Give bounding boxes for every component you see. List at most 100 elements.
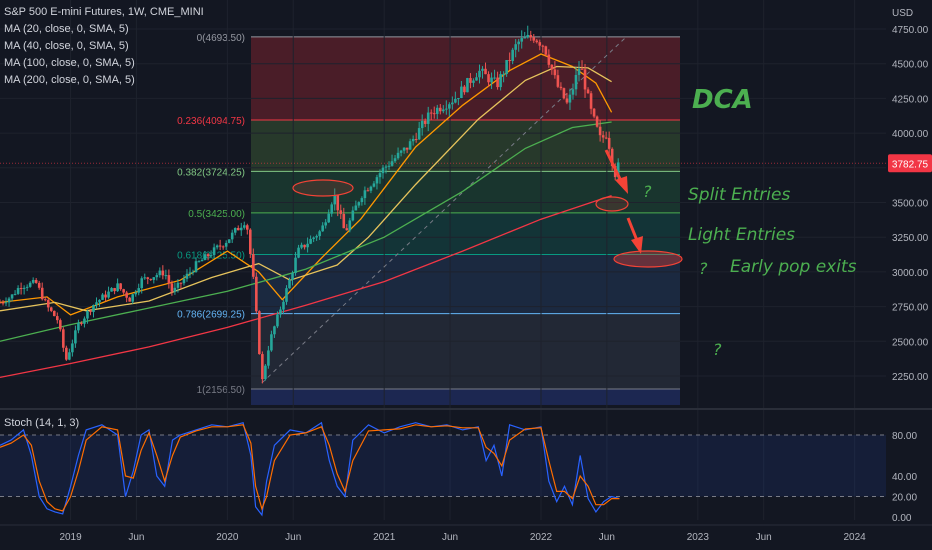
candle-body [122,289,125,293]
price-tick-label: 2750.00 [892,303,929,314]
candle-body [137,288,141,293]
fib-level-label: 0.382(3724.25) [177,167,245,178]
stoch-d-line [0,424,620,512]
candle-body [514,44,517,50]
candle-body [291,272,294,280]
grid [0,0,886,520]
candle-body [261,354,264,380]
candle-body [339,210,343,214]
candle-body [173,287,177,292]
candle-body [215,245,219,248]
candle-body [140,278,144,289]
candle-body [31,279,35,283]
candle-body [303,244,306,248]
candle-body [191,271,195,273]
candle-body [586,89,590,94]
candle-body [538,42,542,46]
time-tick-label: Jun [285,532,301,543]
candle-body [487,74,490,83]
time-tick-label: 2020 [216,532,239,543]
candle-body [448,104,451,109]
legend: S&P 500 E-mini Futures, 1W, CME_MINI MA … [4,4,204,89]
candle-body [354,205,358,211]
candle-body [360,198,364,203]
stochastic-pane: 80.00 40.00 20.00 0.00 [0,408,932,524]
time-axis: 2019 Jun 2020 Jun 2021 Jun 2022 Jun 2023 Jun 2024 [0,524,932,543]
candle-body [460,86,463,99]
legend-symbol: S&P 500 E-mini Futures, 1W, CME_MINI [4,6,204,18]
candle-body [601,135,605,138]
candle-body [583,69,587,90]
candle-body [366,190,370,192]
candle-body [248,229,252,255]
candle-body [294,257,297,273]
candle-body [43,299,47,301]
candle-body [309,238,312,244]
candle-body [475,77,478,81]
candle-body [493,77,496,79]
candle-body [25,286,29,288]
candle-body [547,54,551,65]
candle-body [496,77,499,88]
candle-body [396,152,400,159]
candle-body [194,261,198,272]
candle-body [10,294,14,299]
candle-body [267,350,270,366]
arrow-head [631,236,643,254]
candle-body [233,228,237,233]
candle-body [242,225,246,228]
candle-body [264,365,267,380]
candle-body [206,254,210,257]
candle-body [369,186,373,191]
candle-body [110,288,113,292]
candle-body [348,220,352,231]
candle-body [336,195,340,211]
candle-body [372,183,376,187]
candle-body [321,225,324,232]
candle-body [74,330,77,344]
candle-body [532,37,536,41]
candle-body [414,139,418,141]
candle-body [245,225,249,230]
candle-body [98,299,101,303]
candle-body [517,41,520,45]
ellipse-marker [595,196,629,212]
candle-body [357,202,361,206]
candle-body [161,270,165,276]
fib-zone [251,254,680,314]
candle-body [0,302,2,304]
candle-body [502,73,505,75]
candle-body [80,323,83,325]
candle-body [520,38,524,42]
diagonal-trend-line [261,35,628,384]
candle-body [28,282,32,287]
price-axis: USD4750.004500.004250.004000.003750.0035… [886,0,932,550]
arrow-down [604,149,624,184]
candle-body [378,173,382,178]
stoch-band [0,435,886,497]
candle-body [104,294,107,298]
ma40-line [0,65,612,312]
annotation-split-entries: Split Entries [688,185,790,205]
price-tick-label: 2250.00 [892,372,929,383]
candle-body [224,242,228,247]
candle-body [505,60,508,74]
time-tick-label: Jun [599,532,615,543]
candle-body [399,150,403,153]
candle-body [273,326,276,335]
time-tick-label: 2019 [59,532,82,543]
fib-zone [251,212,680,255]
candle-body [333,195,337,205]
candle-body [179,282,183,284]
last-price-badge [888,154,932,173]
candle-body [535,40,539,43]
arrow-head [615,176,628,194]
candle-body [71,343,74,353]
candle-body [200,259,204,262]
candle-body [306,243,309,248]
candle-body [128,297,131,302]
fibonacci-retracement: 0(4693.50) 0.236(4094.75) 0.382(3724.25) 0.… [177,33,680,405]
candle-body [523,37,527,39]
stoch-tick-label: 20.00 [892,493,917,504]
